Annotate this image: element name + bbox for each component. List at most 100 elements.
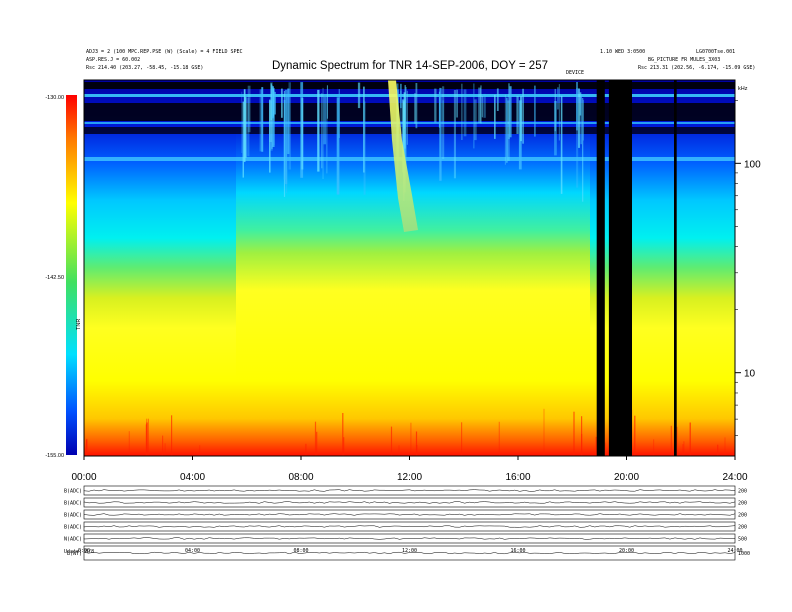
strip-label: B(ADC) xyxy=(64,489,82,495)
noise-streak xyxy=(336,97,340,195)
noise-streak xyxy=(247,85,251,133)
noise-streak xyxy=(520,96,522,142)
colorbar-tick-label: -155.00 xyxy=(45,453,64,459)
header-left-line: ASP.RES.J = 60.002 xyxy=(86,57,140,63)
bottom-tick-label: 08:00 xyxy=(293,548,308,554)
header-right: 1.10 WED 3:0500 LG0700Tse.001 BG_PICTURE… xyxy=(566,49,755,76)
noise-streak xyxy=(560,95,563,194)
noise-streak xyxy=(415,83,418,129)
header-left-line: ADJ3 = 2 (100 MPC.REP.PSE (W) (Scale) = … xyxy=(86,49,243,55)
noise-streak xyxy=(554,88,556,132)
low-freq-spike xyxy=(390,426,393,456)
noise-streak xyxy=(509,86,512,138)
low-freq-spike xyxy=(398,445,400,456)
noise-streak xyxy=(453,90,456,179)
noise-streak xyxy=(241,91,243,153)
header-left-line: Rsc 214.40 (203.27, -58.45, -15.18 GSE) xyxy=(86,65,203,71)
low-freq-spike xyxy=(128,431,130,456)
strip-right-label: 500 xyxy=(738,537,747,543)
low-freq-spike xyxy=(683,441,685,456)
low-freq-spike xyxy=(670,425,672,456)
noise-streak xyxy=(456,89,458,118)
colorbar-label: TNR xyxy=(76,319,82,330)
y-tick-label: 10 xyxy=(744,369,756,380)
noise-streak xyxy=(321,93,323,169)
strip-right-label: 200 xyxy=(738,525,747,531)
strip-label: N(ADC) xyxy=(64,537,82,543)
footer-label: Udate: 8/8 xyxy=(64,549,94,555)
noise-streak xyxy=(272,89,274,117)
noise-streak xyxy=(288,82,291,170)
low-freq-spike xyxy=(676,426,678,456)
noise-streak xyxy=(400,90,402,135)
interference-band xyxy=(84,127,735,134)
noise-streak xyxy=(322,87,324,179)
low-freq-spike xyxy=(689,422,691,456)
low-freq-spike xyxy=(145,424,147,456)
noise-streak xyxy=(285,89,288,185)
bottom-axis-ticks: 0:00 04:00 08:00 12:00 16:00 20:00 24:00 xyxy=(78,548,743,554)
low-freq-spike xyxy=(717,444,719,456)
header-device-label: DEVICE xyxy=(566,70,584,76)
strip-right-label: 200 xyxy=(738,489,747,495)
colorbar xyxy=(66,95,77,455)
noise-streak xyxy=(414,93,416,124)
noise-streak xyxy=(474,99,477,141)
low-freq-spike xyxy=(343,437,345,456)
low-freq-spike xyxy=(316,431,318,456)
low-freq-spike xyxy=(162,435,164,456)
low-freq-spike xyxy=(634,415,636,456)
header-left: ADJ3 = 2 (100 MPC.REP.PSE (W) (Scale) = … xyxy=(86,49,243,71)
low-freq-spike xyxy=(573,411,575,456)
spectrogram-band xyxy=(236,80,590,456)
x-tick-label: 00:00 xyxy=(71,472,96,483)
low-freq-spike xyxy=(410,422,412,456)
noise-streak xyxy=(323,96,326,145)
header-right-line: BG_PICTURE FR MULES_3X03 xyxy=(648,57,720,63)
noise-streak xyxy=(338,89,340,138)
noise-streak xyxy=(363,101,366,195)
noise-streak xyxy=(481,96,483,118)
low-freq-spike xyxy=(164,443,166,456)
noise-streak xyxy=(405,87,407,178)
noise-streak xyxy=(496,88,499,111)
colorbar-ticks: -130.00 -142.50 -155.00 xyxy=(45,95,64,459)
low-freq-spike xyxy=(461,422,463,456)
strip-label: B(NT) xyxy=(67,551,82,557)
x-tick-label: 08:00 xyxy=(288,472,313,483)
strip-label: B(ADC) xyxy=(64,513,82,519)
noise-streak xyxy=(576,82,578,131)
strip-panels: B(ADC) 200 B(ADC) 200 B(ADC) 200 B(ADC) 200 N(AD… xyxy=(64,485,750,561)
low-freq-spike xyxy=(146,418,148,456)
x-tick-label: 24:00 xyxy=(722,472,747,483)
strip-right-label: 200 xyxy=(738,513,747,519)
noise-streak xyxy=(480,85,482,124)
colorbar-tick-label: -142.50 xyxy=(45,275,64,281)
bottom-tick-label: 0:00 xyxy=(78,548,90,554)
noise-streak xyxy=(403,99,406,129)
noise-streak xyxy=(508,83,510,140)
noise-streak xyxy=(506,97,508,163)
noise-streak xyxy=(261,87,264,152)
noise-streak xyxy=(483,93,486,118)
low-freq-spike xyxy=(314,421,317,456)
low-freq-spike xyxy=(653,439,655,456)
noise-streak xyxy=(557,87,559,110)
low-freq-spike xyxy=(595,436,597,456)
strip-trace xyxy=(83,489,736,492)
noise-streak xyxy=(274,91,276,115)
noise-streak xyxy=(473,83,475,149)
noise-streak xyxy=(582,98,584,202)
data-gap xyxy=(596,80,605,456)
strip-right-label: 200 xyxy=(738,501,747,507)
strip-right-label: 1000 xyxy=(738,551,750,557)
y-axis-ticks: 100 10 xyxy=(735,99,761,437)
noise-streak xyxy=(582,99,584,141)
noise-streak xyxy=(522,88,524,144)
strip-trace xyxy=(83,551,736,555)
noise-streak xyxy=(461,83,463,140)
noise-streak xyxy=(244,97,247,158)
y-axis-unit: kHz xyxy=(738,86,748,92)
header-right-line: LG0700Tse.001 xyxy=(696,49,735,55)
radio-burst-track xyxy=(388,80,418,232)
